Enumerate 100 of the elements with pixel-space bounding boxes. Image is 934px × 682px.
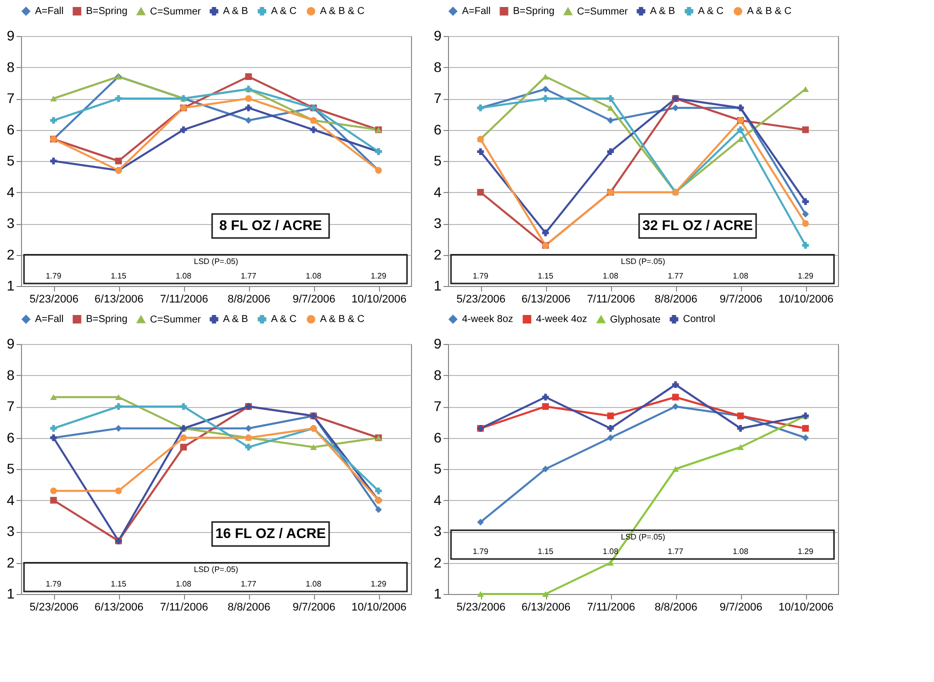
annotation: 1.79	[472, 547, 489, 556]
annotation: 1.08	[732, 547, 749, 556]
legend-label: A & B	[223, 314, 248, 326]
y-tick-label: 5	[434, 152, 442, 168]
x-tick-label: 6/13/2006	[94, 294, 144, 306]
y-tick-label: 5	[6, 460, 15, 476]
legend-label: A=Fall	[35, 314, 64, 326]
y-tick-label: 5	[434, 460, 442, 476]
annotation: 1.79	[46, 272, 62, 280]
legend-label: B=Spring	[513, 6, 554, 18]
x-tick-label: 7/11/2006	[586, 294, 636, 306]
y-tick-label: 8	[434, 366, 442, 383]
y-tick-label: 6	[6, 429, 15, 446]
legend-label: A=Fall	[35, 6, 64, 18]
legend-label: A & B	[223, 6, 248, 18]
legend-label: A & B & C	[320, 314, 364, 326]
annotation: 1.15	[110, 580, 127, 588]
annotation: 1.15	[110, 272, 127, 280]
legend-label: A & C	[698, 6, 724, 18]
annotation: 1.08	[732, 272, 749, 280]
annotation: 1.79	[472, 272, 489, 280]
legend-label: A=Fall	[462, 6, 491, 18]
x-tick-label: 10/10/2006	[778, 294, 834, 306]
legend-label: A & C	[271, 314, 297, 326]
annotation: 1.08	[306, 272, 322, 280]
legend-label: 4-week 8oz	[462, 314, 514, 326]
y-tick-label: 4	[6, 492, 15, 508]
y-tick-label: 1	[434, 586, 442, 602]
annotation: 1.08	[306, 580, 322, 588]
y-tick-label: 9	[434, 28, 442, 44]
annotation: 1.29	[798, 272, 814, 280]
x-tick-label: 8/8/2006	[654, 602, 698, 614]
x-tick-label: 5/23/2006	[456, 294, 506, 306]
annotation: 8 FL OZ / ACRE	[219, 217, 322, 233]
y-tick-label: 3	[434, 215, 442, 231]
legend-label: Control	[683, 314, 716, 326]
y-tick-label: 8	[434, 58, 442, 75]
x-tick-label: 8/8/2006	[228, 602, 270, 614]
y-tick-label: 3	[434, 523, 442, 539]
legend-label: A & B & C	[320, 6, 364, 18]
y-tick-label: 2	[6, 246, 15, 262]
annotation: LSD (P=.05)	[194, 256, 238, 266]
legend-label: A & C	[271, 6, 297, 18]
x-tick-label: 9/7/2006	[292, 602, 336, 614]
y-tick-label: 5	[6, 152, 15, 168]
x-tick-label: 9/7/2006	[292, 294, 336, 306]
y-tick-label: 9	[6, 28, 15, 44]
x-tick-label: 5/23/2006	[456, 602, 506, 614]
annotation: 1.29	[370, 580, 387, 588]
legend-label: B=Spring	[86, 314, 128, 326]
x-tick-label: 7/11/2006	[586, 602, 636, 614]
x-tick-label: 10/10/2006	[351, 602, 407, 614]
annotation: 1.77	[240, 272, 257, 280]
legend-label: C=Summer	[150, 6, 202, 18]
annotation: 1.08	[602, 547, 619, 556]
y-tick-label: 9	[6, 336, 15, 352]
annotation: 1.77	[668, 272, 684, 280]
y-tick-label: 2	[434, 554, 442, 570]
y-tick-label: 3	[6, 215, 15, 231]
y-tick-label: 6	[434, 429, 442, 446]
annotation: LSD (P=.05)	[194, 564, 238, 574]
legend-label: 4-week 4oz	[536, 314, 588, 326]
annotation: 1.77	[668, 547, 684, 556]
legend-label: B=Spring	[86, 6, 128, 18]
y-tick-label: 4	[434, 492, 442, 508]
legend-label: C=Summer	[150, 314, 202, 326]
y-tick-label: 2	[434, 246, 442, 262]
x-tick-label: 8/8/2006	[654, 294, 698, 306]
legend-label: Glyphosate	[610, 314, 662, 326]
x-tick-label: 9/7/2006	[720, 294, 762, 306]
legend-label: A & B & C	[747, 6, 792, 18]
y-tick-label: 7	[434, 398, 442, 414]
y-tick-label: 8	[6, 58, 15, 75]
x-tick-label: 6/13/2006	[522, 602, 570, 614]
y-tick-label: 7	[6, 398, 15, 414]
y-tick-label: 4	[434, 184, 442, 200]
x-tick-label: 6/13/2006	[94, 602, 144, 614]
y-tick-label: 1	[6, 586, 15, 602]
y-tick-label: 6	[6, 121, 15, 138]
y-tick-label: 4	[6, 184, 15, 200]
legend-label: A & B	[650, 6, 676, 18]
x-tick-label: 7/11/2006	[160, 294, 208, 306]
y-tick-label: 8	[6, 366, 15, 383]
annotation: 1.79	[46, 580, 62, 588]
x-tick-label: 5/23/2006	[30, 602, 78, 614]
y-tick-label: 2	[6, 554, 15, 570]
annotation: 1.08	[176, 272, 192, 280]
y-tick-label: 9	[434, 336, 442, 352]
annotation: 1.08	[176, 580, 192, 588]
x-tick-label: 8/8/2006	[228, 294, 270, 306]
annotation: 1.77	[240, 580, 257, 588]
x-tick-label: 5/23/2006	[30, 294, 78, 306]
x-tick-label: 10/10/2006	[351, 294, 407, 306]
y-tick-label: 6	[434, 121, 442, 138]
y-tick-label: 1	[6, 278, 15, 294]
legend-label: C=Summer	[577, 6, 629, 18]
annotation: 32 FL OZ / ACRE	[642, 217, 753, 233]
x-tick-label: 9/7/2006	[720, 602, 762, 614]
annotation: 1.29	[798, 547, 814, 556]
y-tick-label: 3	[6, 523, 15, 539]
